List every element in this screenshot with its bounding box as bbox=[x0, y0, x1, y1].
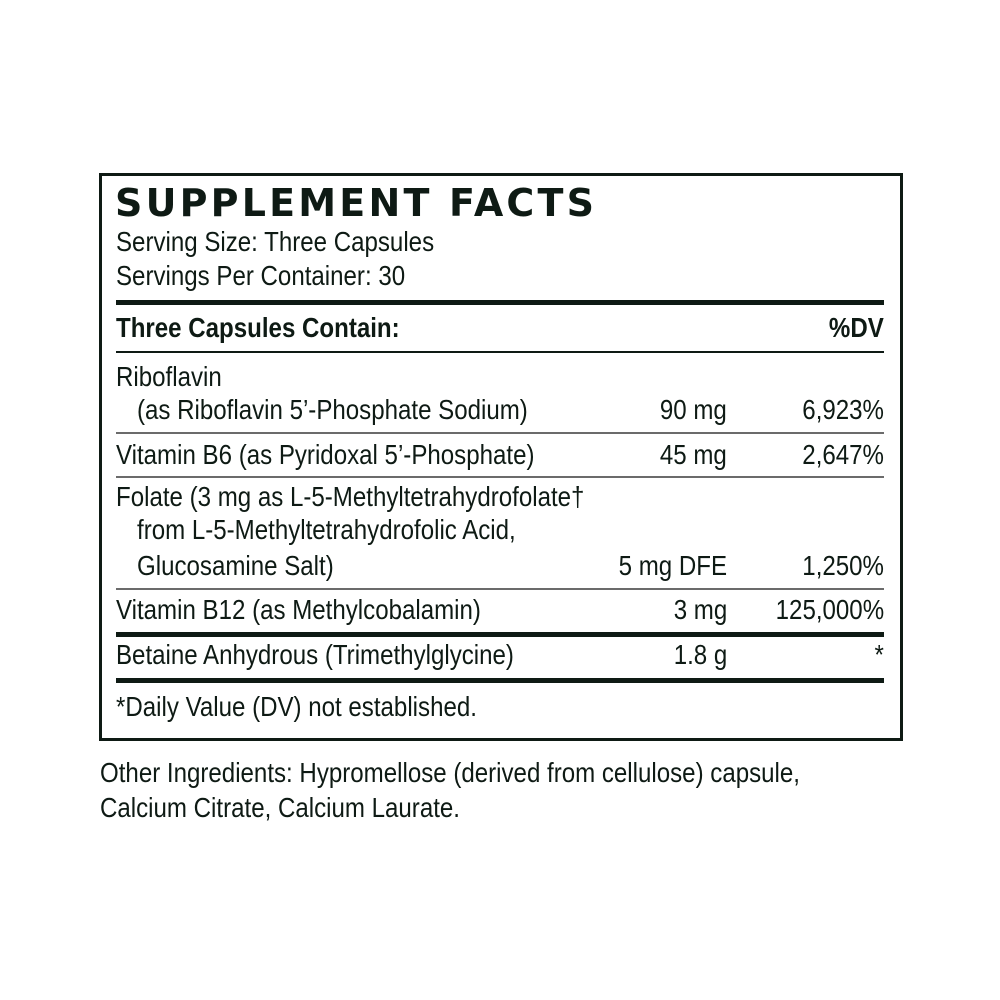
ingredient-dv: 125,000% bbox=[775, 594, 884, 625]
supplement-facts-panel bbox=[99, 173, 903, 741]
row-divider bbox=[116, 588, 884, 590]
ingredient-name-detail: Glucosamine Salt) bbox=[137, 550, 334, 581]
column-header-dv: %DV bbox=[829, 312, 884, 343]
ingredient-amount: 3 mg bbox=[673, 594, 727, 625]
other-ingredients: Other Ingredients: Hypromellose (derived… bbox=[100, 757, 800, 788]
ingredient-name: Vitamin B6 (as Pyridoxal 5’-Phosphate) bbox=[116, 439, 535, 470]
row-divider bbox=[116, 476, 884, 478]
divider-thick bbox=[116, 300, 884, 305]
ingredient-name: Folate (3 mg as L-5-Methyltetrahydrofola… bbox=[116, 481, 585, 512]
panel-title: SUPPLEMENT FACTS bbox=[115, 181, 598, 225]
ingredient-name: Vitamin B12 (as Methylcobalamin) bbox=[116, 594, 481, 625]
divider-thick bbox=[116, 632, 884, 637]
ingredient-dv: 6,923% bbox=[802, 394, 884, 425]
ingredient-dv: 1,250% bbox=[802, 550, 884, 581]
ingredient-dv: * bbox=[874, 639, 884, 670]
ingredient-name-detail: from L-5-Methyltetrahydrofolic Acid, bbox=[137, 514, 516, 545]
column-header-contain: Three Capsules Contain: bbox=[116, 312, 400, 343]
ingredient-amount: 45 mg bbox=[660, 439, 727, 470]
ingredient-name-detail: (as Riboflavin 5’-Phosphate Sodium) bbox=[137, 394, 528, 425]
other-ingredients-continued: Calcium Citrate, Calcium Laurate. bbox=[100, 792, 460, 823]
footnote: *Daily Value (DV) not established. bbox=[116, 691, 477, 722]
divider-thick bbox=[116, 678, 884, 683]
ingredient-amount: 5 mg DFE bbox=[618, 550, 727, 581]
divider bbox=[116, 351, 884, 353]
ingredient-amount: 90 mg bbox=[660, 394, 727, 425]
ingredient-amount: 1.8 g bbox=[673, 639, 727, 670]
ingredient-name: Riboflavin bbox=[116, 361, 222, 392]
ingredient-dv: 2,647% bbox=[802, 439, 884, 470]
servings-per-container: Servings Per Container: 30 bbox=[116, 260, 406, 291]
row-divider bbox=[116, 432, 884, 434]
serving-size: Serving Size: Three Capsules bbox=[116, 226, 435, 257]
ingredient-name: Betaine Anhydrous (Trimethylglycine) bbox=[116, 639, 514, 670]
